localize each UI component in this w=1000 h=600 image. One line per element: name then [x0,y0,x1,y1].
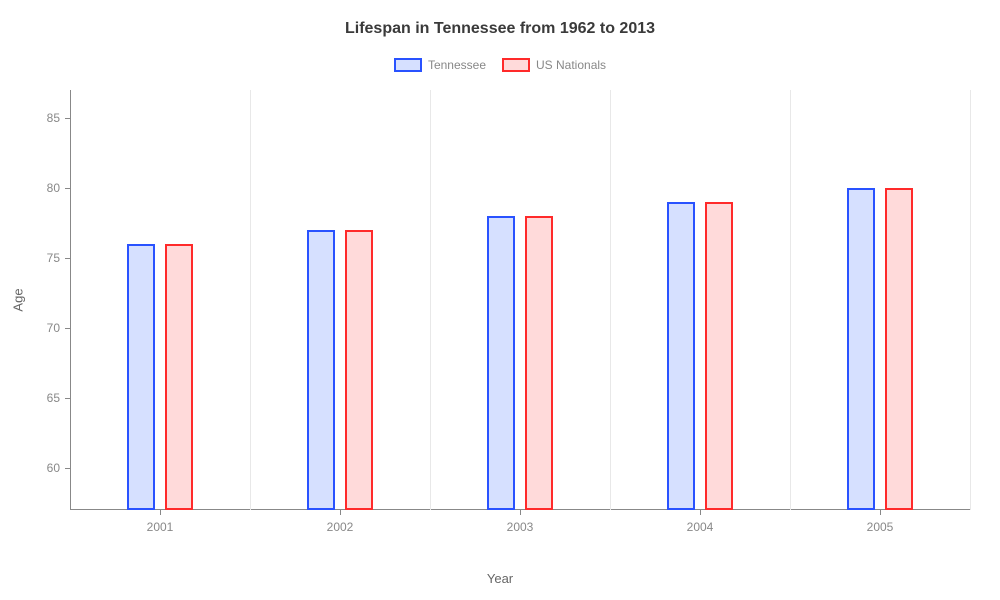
x-tick-label: 2003 [507,520,534,534]
x-tick-label: 2002 [327,520,354,534]
legend: Tennessee US Nationals [0,58,1000,72]
bar [667,202,695,510]
y-tick-mark [65,118,70,119]
legend-label-us-nationals: US Nationals [536,58,606,72]
bar [847,188,875,510]
x-tick-mark [340,510,341,515]
x-tick-mark [700,510,701,515]
legend-item-tennessee: Tennessee [394,58,486,72]
bar [165,244,193,510]
chart-container: Lifespan in Tennessee from 1962 to 2013 … [0,0,1000,600]
x-tick-label: 2005 [867,520,894,534]
plot-area: 60657075808520012002200320042005 [70,90,970,510]
legend-item-us-nationals: US Nationals [502,58,606,72]
bar [307,230,335,510]
legend-swatch-tennessee [394,58,422,72]
y-tick-label: 65 [47,391,60,405]
bar [525,216,553,510]
y-tick-mark [65,468,70,469]
y-tick-label: 80 [47,181,60,195]
y-tick-label: 60 [47,461,60,475]
y-axis-title: Age [11,288,26,311]
y-axis-line [70,90,71,510]
y-tick-label: 85 [47,111,60,125]
grid-line [970,90,971,510]
x-tick-mark [520,510,521,515]
y-tick-mark [65,258,70,259]
y-tick-label: 70 [47,321,60,335]
x-tick-label: 2004 [687,520,714,534]
y-tick-mark [65,328,70,329]
grid-line [790,90,791,510]
x-tick-mark [160,510,161,515]
grid-line [430,90,431,510]
legend-label-tennessee: Tennessee [428,58,486,72]
grid-line [610,90,611,510]
y-tick-mark [65,188,70,189]
bar [345,230,373,510]
legend-swatch-us-nationals [502,58,530,72]
y-tick-mark [65,398,70,399]
bar [127,244,155,510]
chart-title: Lifespan in Tennessee from 1962 to 2013 [0,20,1000,38]
x-tick-label: 2001 [147,520,174,534]
bar [487,216,515,510]
bar [705,202,733,510]
x-tick-mark [880,510,881,515]
grid-line [250,90,251,510]
bar [885,188,913,510]
y-tick-label: 75 [47,251,60,265]
x-axis-title: Year [487,571,513,586]
